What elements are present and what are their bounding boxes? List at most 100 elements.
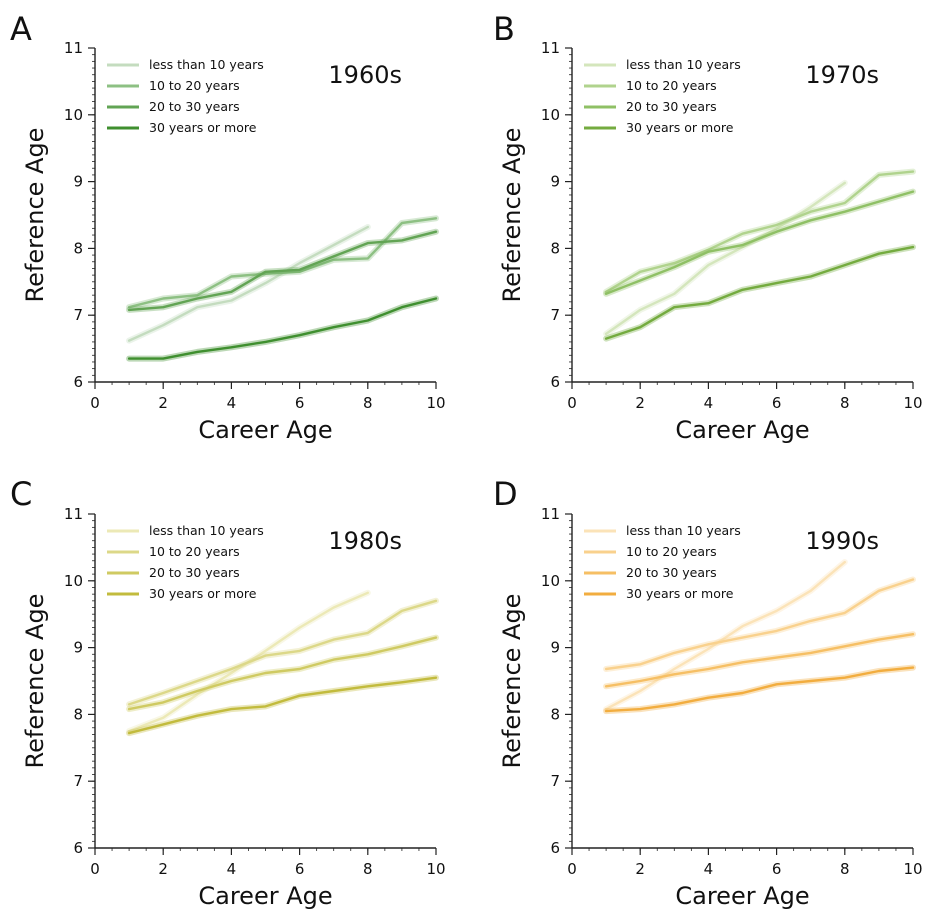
legend-label: 20 to 30 years bbox=[149, 99, 240, 114]
legend-label: 30 years or more bbox=[149, 120, 257, 135]
data-point bbox=[912, 246, 914, 248]
data-point bbox=[366, 653, 369, 656]
series-line bbox=[127, 230, 438, 312]
x-axis-label: Career Age bbox=[675, 882, 809, 910]
data-point bbox=[673, 262, 676, 264]
data-point bbox=[809, 652, 812, 654]
data-point bbox=[741, 661, 744, 664]
series-line bbox=[604, 666, 915, 713]
legend-label: 20 to 30 years bbox=[626, 99, 717, 114]
data-point bbox=[264, 705, 267, 708]
series-line bbox=[127, 676, 438, 735]
y-tick-label: 10 bbox=[64, 106, 83, 124]
data-point bbox=[401, 306, 403, 309]
data-point bbox=[673, 292, 676, 295]
data-point bbox=[298, 268, 301, 271]
data-point bbox=[298, 270, 301, 273]
data-point bbox=[673, 668, 676, 670]
data-point bbox=[162, 716, 165, 719]
data-point bbox=[264, 654, 267, 657]
data-point bbox=[741, 692, 744, 694]
data-point bbox=[605, 708, 607, 710]
y-axis-label: Reference Age bbox=[21, 128, 49, 303]
data-point bbox=[366, 242, 369, 244]
data-point bbox=[605, 292, 607, 295]
data-point bbox=[775, 282, 778, 285]
data-point bbox=[332, 690, 335, 692]
y-tick-label: 6 bbox=[550, 373, 560, 391]
data-point bbox=[128, 708, 131, 710]
series-band bbox=[126, 215, 439, 311]
data-point bbox=[366, 591, 369, 594]
decade-title: 1960s bbox=[328, 61, 402, 89]
data-point bbox=[435, 636, 437, 639]
data-point bbox=[435, 297, 437, 300]
x-axis-label: Career Age bbox=[198, 882, 332, 910]
series-line bbox=[127, 636, 438, 711]
legend-label: 10 to 20 years bbox=[626, 544, 717, 559]
x-tick-label: 4 bbox=[227, 860, 237, 878]
x-axis-label: Career Age bbox=[675, 416, 809, 444]
data-point bbox=[639, 708, 642, 710]
data-point bbox=[843, 264, 846, 266]
data-point bbox=[605, 685, 607, 688]
series-line bbox=[127, 225, 369, 342]
data-point bbox=[196, 693, 199, 696]
data-point bbox=[775, 683, 778, 686]
legend-label: less than 10 years bbox=[626, 523, 741, 538]
data-point bbox=[878, 200, 880, 203]
y-tick-label: 10 bbox=[541, 572, 560, 590]
data-point bbox=[128, 732, 131, 735]
y-tick-label: 6 bbox=[73, 373, 83, 391]
data-point bbox=[843, 202, 846, 204]
data-point bbox=[332, 326, 335, 329]
data-point bbox=[639, 663, 642, 666]
x-tick-label: 0 bbox=[90, 860, 100, 878]
data-point bbox=[809, 589, 812, 592]
series-band bbox=[126, 295, 439, 362]
data-point bbox=[162, 357, 165, 360]
data-point bbox=[196, 306, 199, 309]
data-point bbox=[230, 346, 233, 349]
data-point bbox=[196, 294, 199, 297]
data-point bbox=[775, 630, 778, 632]
data-point bbox=[230, 668, 233, 670]
data-point bbox=[298, 626, 301, 629]
y-tick-label: 9 bbox=[73, 173, 83, 191]
data-point bbox=[230, 290, 233, 293]
x-tick-label: 2 bbox=[635, 860, 645, 878]
data-point bbox=[128, 308, 131, 311]
data-point bbox=[707, 248, 710, 251]
data-point bbox=[707, 696, 710, 699]
legend-label: 30 years or more bbox=[626, 120, 734, 135]
data-point bbox=[809, 206, 812, 208]
data-point bbox=[673, 703, 676, 706]
data-point bbox=[366, 257, 369, 260]
data-point bbox=[809, 275, 812, 278]
x-tick-label: 10 bbox=[426, 394, 445, 412]
legend-label: 20 to 30 years bbox=[149, 565, 240, 580]
y-tick-label: 7 bbox=[550, 306, 560, 324]
data-point bbox=[809, 619, 812, 622]
panel-d: D 0 2 4 6 8 10 6 7 8 9 10 11 Career Age Reference Age 1… bbox=[493, 475, 923, 910]
data-point bbox=[878, 589, 880, 592]
x-axis-label: Career Age bbox=[198, 416, 332, 444]
x-tick-label: 8 bbox=[363, 860, 373, 878]
data-point bbox=[128, 306, 131, 309]
data-point bbox=[435, 599, 437, 602]
data-point bbox=[401, 645, 403, 648]
data-point bbox=[264, 650, 267, 652]
series-line bbox=[604, 560, 846, 711]
data-point bbox=[332, 255, 335, 258]
x-tick-label: 6 bbox=[295, 394, 305, 412]
data-point bbox=[912, 578, 914, 581]
data-point bbox=[843, 645, 846, 648]
data-point bbox=[775, 230, 778, 233]
x-tick-label: 4 bbox=[704, 394, 714, 412]
data-point bbox=[332, 658, 335, 661]
y-tick-label: 9 bbox=[550, 173, 560, 191]
y-axis-label: Reference Age bbox=[21, 594, 49, 769]
x-tick-label: 2 bbox=[158, 860, 168, 878]
series-band bbox=[603, 559, 848, 713]
